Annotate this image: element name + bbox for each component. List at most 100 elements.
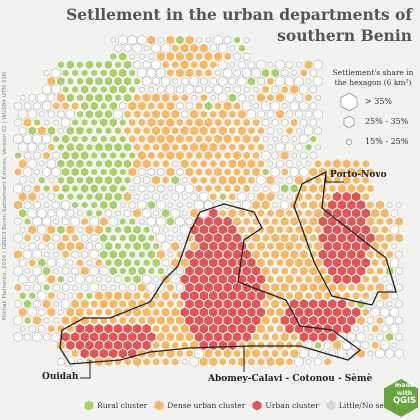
- hex-cell-none: [113, 108, 123, 120]
- hex-cell-none: [267, 144, 274, 151]
- hex-cell-rural: [109, 134, 117, 144]
- hex-cell-urban: [218, 240, 228, 252]
- hex-cell-none: [38, 324, 46, 333]
- hex-cell-none: [72, 284, 78, 291]
- hex-cell-dense: [304, 291, 313, 301]
- hex-cell-none: [390, 291, 398, 300]
- hex-cell-urban: [227, 224, 238, 236]
- hex-cell-none: [256, 174, 266, 186]
- hex-cell-rural: [147, 249, 156, 260]
- hex-cell-rural: [27, 125, 37, 136]
- hex-cell-urban: [208, 224, 219, 236]
- hex-cell-urban: [346, 265, 357, 277]
- hex-cell-none: [13, 315, 23, 326]
- hex-cell-dense: [161, 357, 170, 367]
- hex-cell-dense: [371, 225, 380, 235]
- hex-cell-dense: [275, 108, 285, 120]
- hex-cell-dense: [189, 125, 199, 137]
- hex-cell-urban: [218, 290, 228, 302]
- hex-cell-rural: [89, 183, 99, 194]
- hex-cell-rural: [228, 92, 237, 103]
- hex-cell-rural: [56, 158, 66, 169]
- hex-cell-urban: [337, 314, 347, 327]
- hex-cell-dense: [213, 166, 223, 178]
- hex-cell-none: [313, 75, 323, 87]
- credit-text: Mikhail Padronov, 2024 | GRID3 Benin Set…: [2, 72, 8, 321]
- hex-cell-none: [139, 218, 145, 225]
- hex-cell-dense: [356, 183, 366, 194]
- hex-cell-rural: [104, 175, 113, 186]
- hex-cell-none: [213, 34, 223, 46]
- hex-cell-rural: [109, 52, 117, 61]
- hex-cell-none: [133, 60, 141, 69]
- hex-cell-dense: [199, 93, 208, 103]
- hex-cell-dense: [165, 315, 175, 326]
- hex-cell-none: [233, 52, 241, 61]
- hex-cell-urban: [341, 224, 352, 236]
- hex-cell-none: [13, 232, 23, 244]
- hex-cell-rural: [66, 92, 75, 103]
- hex-cell-none: [395, 266, 403, 276]
- hex-cell-rural: [90, 151, 98, 160]
- hex-cell-rural: [137, 232, 147, 244]
- hex-cell-none: [34, 168, 40, 176]
- hex-cell-dense: [256, 159, 265, 169]
- hex-cell-none: [67, 259, 74, 266]
- hex-cell-dense: [208, 356, 218, 368]
- hex-cell-none: [22, 249, 33, 260]
- hex-cell-dense: [327, 166, 338, 178]
- hex-cell-none: [380, 339, 390, 351]
- hex-cell-urban: [189, 323, 200, 335]
- hex-cell-dense: [289, 249, 299, 260]
- hex-cell-dense: [261, 199, 271, 211]
- hex-cell-urban: [351, 207, 362, 219]
- hex-cell-none: [189, 356, 199, 368]
- hex-swatch-icon: [252, 400, 262, 411]
- hex-cell-dense: [251, 199, 261, 211]
- hex-cell-dense: [323, 291, 332, 301]
- hex-cell-rural: [56, 76, 66, 87]
- hex-cell-dense: [304, 192, 313, 202]
- hex-cell-dense: [123, 191, 133, 203]
- hex-cell-rural: [118, 84, 128, 95]
- hex-cell-dense: [175, 315, 185, 326]
- hex-cell-none: [53, 267, 59, 275]
- hex-cell-rural: [104, 191, 113, 202]
- hex-cell-rural: [104, 76, 113, 87]
- hex-cell-dense: [46, 273, 56, 285]
- hex-cell-none: [262, 185, 269, 192]
- hex-cell-dense: [156, 315, 166, 326]
- hex-cell-none: [143, 60, 151, 69]
- hex-cell-none: [81, 283, 89, 292]
- hex-cell-none: [284, 92, 295, 104]
- hex-cell-urban: [341, 273, 352, 285]
- hex-cell-none: [152, 77, 160, 86]
- hex-cell-dense: [199, 42, 209, 54]
- hex-cell-dense: [175, 51, 185, 62]
- hex-cell-dense: [266, 258, 275, 268]
- hex-cell-urban: [146, 331, 157, 343]
- hex-cell-rural: [238, 44, 246, 53]
- hex-cell-rural: [247, 76, 256, 87]
- hex-cell-dense: [176, 299, 184, 309]
- hex-cell-dense: [80, 298, 90, 310]
- hex-cell-dense: [14, 167, 22, 177]
- hex-cell-dense: [156, 331, 166, 343]
- hex-cell-urban: [346, 232, 357, 244]
- hex-cell-none: [218, 59, 228, 71]
- hex-cell-none: [23, 101, 32, 111]
- hex-cell-rural: [100, 68, 108, 78]
- hex-cell-none: [194, 199, 204, 211]
- hex-cell-dense: [189, 339, 199, 351]
- hex-cell-rural: [123, 59, 132, 70]
- hex-cell-dense: [95, 307, 103, 317]
- hex-cell-urban: [132, 339, 142, 351]
- hex-cell-none: [375, 348, 385, 359]
- hex-cell-rural: [128, 217, 136, 226]
- legend-label: Rural cluster: [97, 401, 148, 410]
- hex-cell-urban: [103, 339, 114, 351]
- hex-cell-urban: [213, 265, 223, 277]
- hex-cell-none: [37, 290, 47, 302]
- hex-cell-none: [96, 276, 102, 283]
- hex-cell-none: [157, 167, 165, 177]
